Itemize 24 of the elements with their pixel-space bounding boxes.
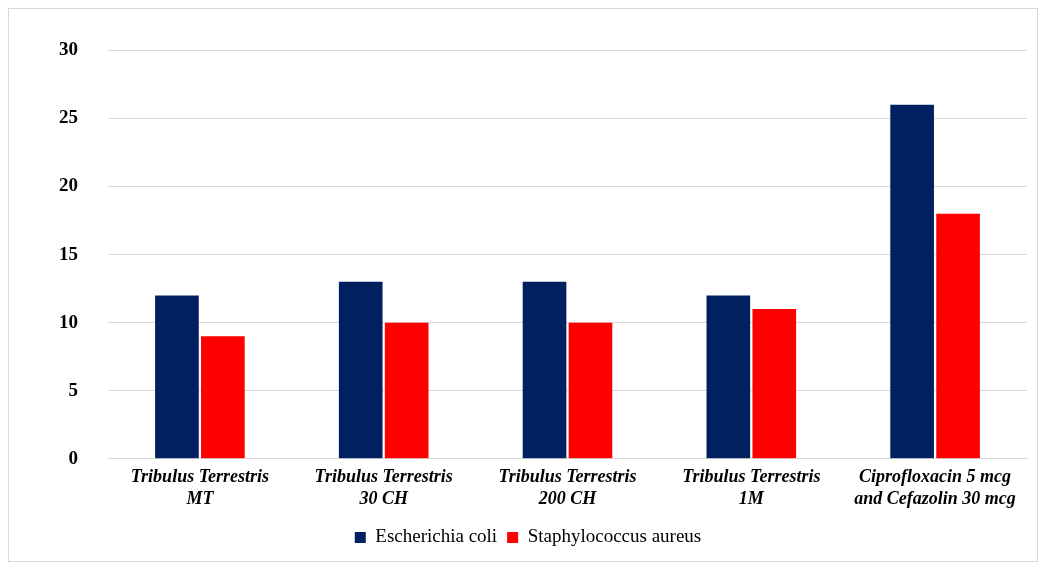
bar — [522, 281, 567, 459]
bar — [890, 104, 934, 459]
legend-label: Staphylococcus aureus — [527, 525, 702, 547]
bar — [568, 322, 613, 459]
y-tick-label: 25 — [59, 106, 78, 128]
y-tick-label: 0 — [68, 446, 78, 468]
x-tick-label: Tribulus Terrestris 30 CH — [314, 466, 453, 508]
legend-label: Escherichia coli — [375, 525, 498, 547]
x-tick-label: Tribulus Terrestris MT — [130, 466, 270, 508]
bar — [201, 336, 245, 459]
y-tick-label: 30 — [59, 38, 78, 60]
x-tick-label: Tribulus Terrestris 1M — [682, 466, 821, 508]
y-tick-label: 10 — [59, 310, 78, 332]
bar — [706, 295, 751, 459]
bar — [936, 213, 980, 459]
bar — [384, 322, 429, 459]
bar — [752, 309, 797, 459]
y-tick-label: 15 — [59, 242, 78, 264]
bar — [338, 281, 383, 459]
y-tick-label: 5 — [68, 378, 78, 400]
x-tick-label: Ciprofloxacin 5 mcg and Cefazolin 30 mcg — [854, 466, 1016, 508]
x-tick-label: Tribulus Terrestris 200 CH — [498, 466, 637, 508]
bar — [155, 295, 199, 459]
y-tick-label: 20 — [59, 174, 78, 196]
